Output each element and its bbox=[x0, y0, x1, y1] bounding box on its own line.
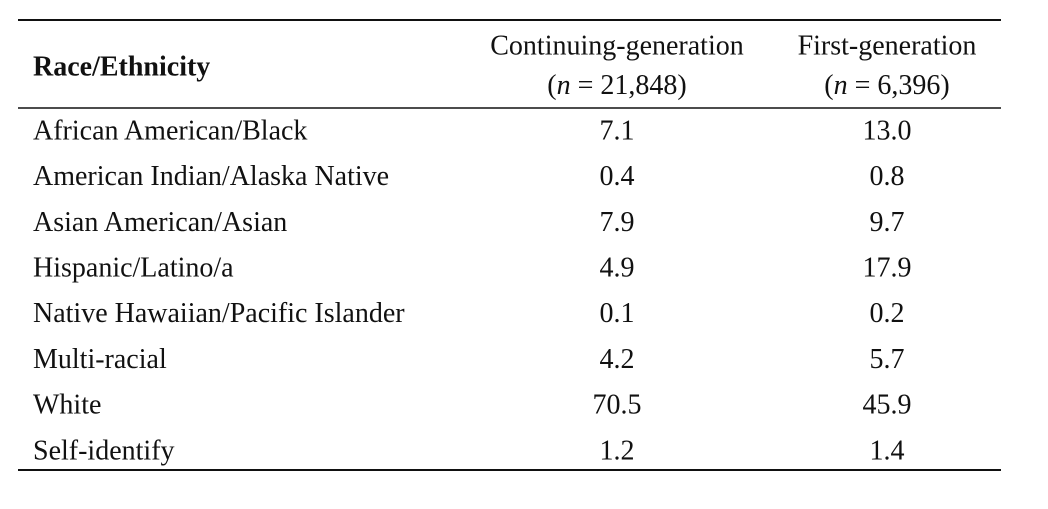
cell-value: 1.4 bbox=[870, 435, 905, 466]
cell-value: 0.2 bbox=[870, 298, 905, 329]
sample-part: n bbox=[557, 70, 571, 101]
cell-value: 45.9 bbox=[863, 390, 912, 421]
cell-value: 7.9 bbox=[600, 207, 635, 238]
cell-value: 4.2 bbox=[600, 344, 635, 375]
row-label: White bbox=[33, 390, 101, 421]
row-label: American Indian/Alaska Native bbox=[33, 161, 389, 192]
cell-value: 17.9 bbox=[863, 253, 912, 284]
sample-part: ( bbox=[547, 70, 556, 101]
cell-value: 1.2 bbox=[600, 435, 635, 466]
cell-value: 7.1 bbox=[600, 115, 635, 146]
row-label-header: Race/Ethnicity bbox=[33, 51, 210, 82]
row-label: African American/Black bbox=[33, 115, 307, 146]
cell-value: 70.5 bbox=[593, 390, 642, 421]
sample-part: = 21,848) bbox=[571, 70, 687, 101]
row-label: Native Hawaiian/Pacific Islander bbox=[33, 298, 405, 329]
sample-part: ( bbox=[824, 70, 833, 101]
sample-part: = 6,396) bbox=[848, 70, 950, 101]
row-label: Hispanic/Latino/a bbox=[33, 253, 234, 284]
row-label: Multi-racial bbox=[33, 344, 167, 375]
row-label: Asian American/Asian bbox=[33, 207, 287, 238]
column-sample: (n = 6,396) bbox=[824, 70, 949, 101]
row-label: Self-identify bbox=[33, 435, 175, 466]
column-title: First-generation bbox=[798, 30, 977, 61]
cell-value: 0.8 bbox=[870, 161, 905, 192]
cell-value: 9.7 bbox=[870, 207, 905, 238]
cell-value: 4.9 bbox=[600, 253, 635, 284]
cell-value: 5.7 bbox=[870, 344, 905, 375]
cell-value: 0.4 bbox=[600, 161, 635, 192]
column-title: Continuing-generation bbox=[490, 30, 744, 61]
sample-part: n bbox=[834, 70, 848, 101]
column-sample: (n = 21,848) bbox=[547, 70, 686, 101]
cell-value: 13.0 bbox=[863, 115, 912, 146]
cell-value: 0.1 bbox=[600, 298, 635, 329]
